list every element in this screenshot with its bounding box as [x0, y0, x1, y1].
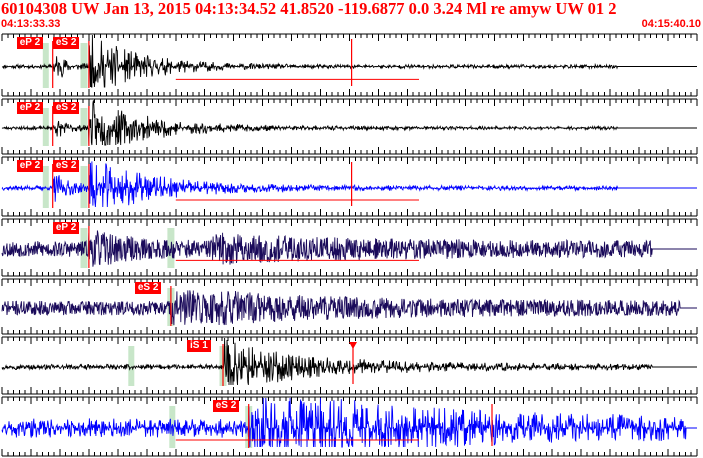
- phase-pick-label[interactable]: iS 1: [187, 340, 211, 352]
- time-axis: [1, 387, 698, 395]
- trace-row[interactable]: eP 2 eS 2: [0, 156, 703, 218]
- predicted-arrival-band: [128, 346, 135, 386]
- waveform-trace: [1, 34, 697, 88]
- phase-pick-label[interactable]: eP 2: [16, 37, 44, 49]
- phase-pick-label[interactable]: eP 2: [16, 160, 44, 172]
- phase-pick-label[interactable]: eP 2: [52, 222, 80, 234]
- predicted-arrival-band: [42, 166, 49, 208]
- trace-row[interactable]: eP 2 eS 2: [0, 33, 703, 98]
- trace-row[interactable]: eS 2: [0, 278, 703, 336]
- phase-pick-label[interactable]: eS 2: [52, 102, 80, 114]
- time-axis-top: [1, 98, 698, 106]
- waveform-trace: [1, 337, 697, 386]
- waveform-trace: [1, 161, 697, 208]
- waveform-plot[interactable]: [0, 396, 703, 458]
- waveform-plot[interactable]: [0, 278, 703, 336]
- time-axis: [1, 209, 698, 217]
- phase-pick-label[interactable]: eS 2: [134, 282, 162, 294]
- time-axis-top: [1, 156, 698, 164]
- waveform-plot[interactable]: [0, 218, 703, 278]
- time-axis-top: [1, 396, 698, 404]
- waveform-plot[interactable]: [0, 156, 703, 218]
- time-axis: [1, 449, 698, 457]
- waveform-plot[interactable]: [0, 33, 703, 98]
- phase-pick-label[interactable]: eS 2: [52, 37, 80, 49]
- waveform-trace: [1, 230, 697, 267]
- waveform-trace: [1, 397, 697, 448]
- event-title: 60104308 UW Jan 13, 2015 04:13:34.52 41.…: [1, 0, 617, 18]
- time-axis-top: [1, 33, 698, 41]
- waveform-plot[interactable]: [0, 336, 703, 396]
- trace-row[interactable]: eP 2: [0, 218, 703, 278]
- trace-row[interactable]: eP 2 eS 2: [0, 98, 703, 156]
- time-axis: [1, 327, 698, 335]
- phase-pick-label[interactable]: eS 2: [52, 160, 80, 172]
- phase-pick-label[interactable]: eS 2: [212, 400, 240, 412]
- predicted-arrival-band: [42, 108, 49, 146]
- waveform-plot[interactable]: [0, 98, 703, 156]
- coda-marker-triangle[interactable]: [349, 342, 357, 349]
- time-axis-top: [1, 336, 698, 344]
- waveform-trace: [1, 290, 697, 326]
- time-axis: [1, 269, 698, 277]
- event-header: 60104308 UW Jan 13, 2015 04:13:34.52 41.…: [0, 0, 703, 33]
- time-axis: [1, 89, 698, 97]
- window-end-time: 04:15:40.10: [641, 18, 701, 30]
- waveform-trace: [1, 100, 697, 146]
- trace-row[interactable]: eS 2: [0, 396, 703, 458]
- window-start-time: 04:13:33.33: [1, 18, 61, 30]
- time-axis-top: [1, 218, 698, 226]
- phase-pick-label[interactable]: eP 2: [16, 102, 44, 114]
- time-axis-top: [1, 278, 698, 286]
- time-axis: [1, 147, 698, 155]
- trace-row[interactable]: iS 1: [0, 336, 703, 396]
